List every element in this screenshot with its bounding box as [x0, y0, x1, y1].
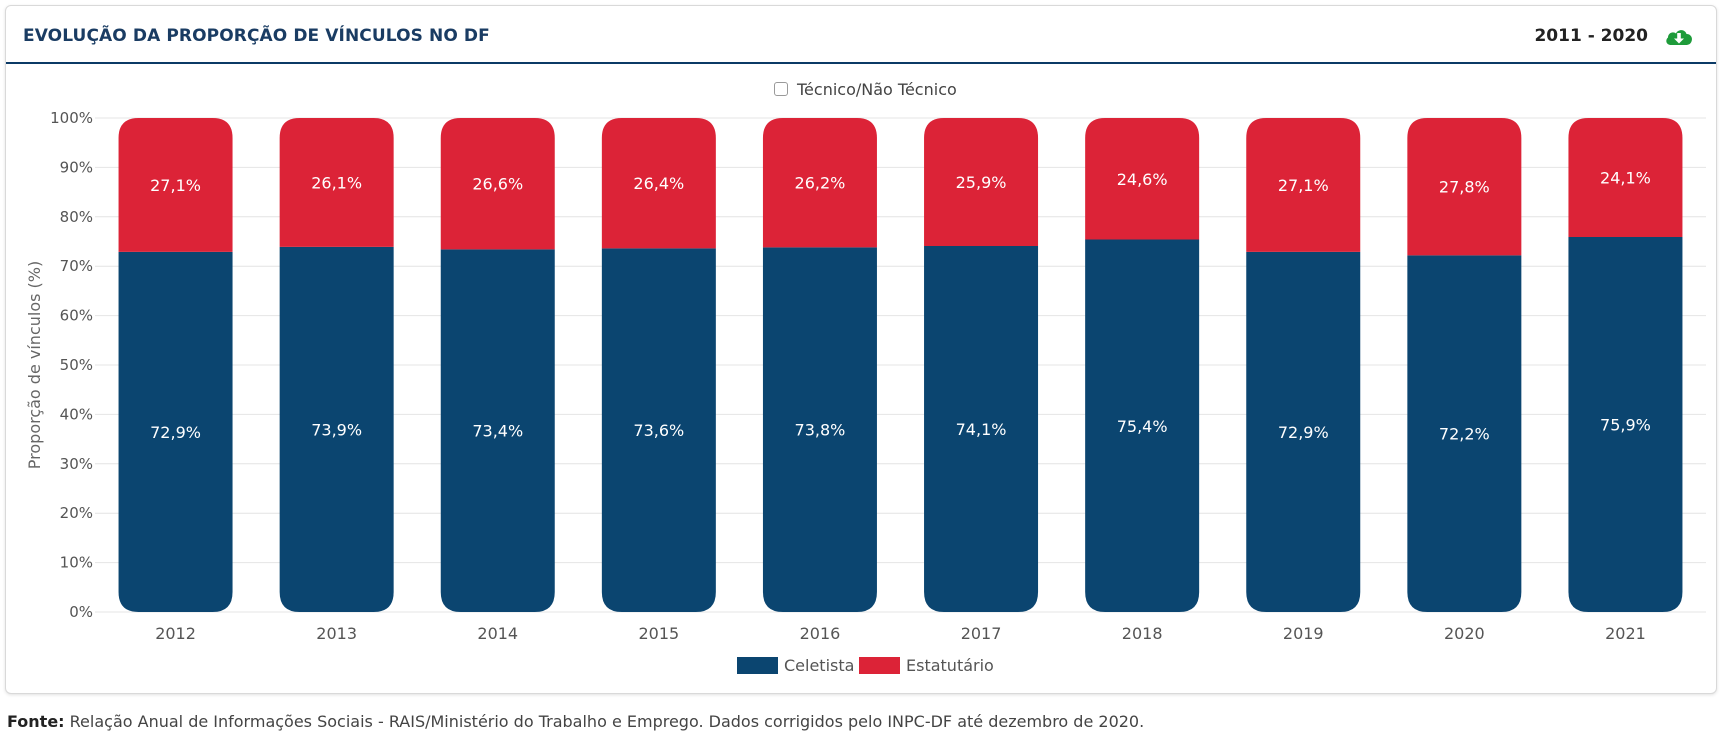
bar-estatutario: [1407, 118, 1522, 256]
data-label: 73,6%: [633, 421, 684, 440]
y-axis-label: Proporção de vínculos (%): [25, 261, 44, 469]
y-tick-label: 70%: [60, 257, 93, 275]
data-label: 26,6%: [472, 175, 523, 194]
x-tick-label: 2020: [1444, 624, 1485, 643]
data-label: 26,4%: [633, 174, 684, 193]
bar-estatutario: [1085, 118, 1200, 240]
y-tick-label: 30%: [60, 455, 93, 473]
data-label: 72,2%: [1439, 425, 1490, 444]
chart-title: EVOLUÇÃO DA PROPORÇÃO DE VÍNCULOS NO DF: [23, 26, 490, 46]
x-tick-label: 2016: [800, 624, 841, 643]
data-label: 73,9%: [311, 420, 362, 439]
data-label: 25,9%: [956, 173, 1007, 192]
bar-celetista: [440, 249, 555, 613]
bar-estatutario: [601, 118, 716, 249]
bar-estatutario: [118, 118, 233, 252]
bar-celetista: [762, 247, 877, 613]
y-tick-label: 60%: [60, 307, 93, 325]
data-label: 27,1%: [150, 176, 201, 195]
bar-estatutario: [440, 118, 555, 250]
x-tick-label: 2021: [1605, 624, 1646, 643]
data-label: 24,1%: [1600, 169, 1651, 188]
bar-celetista: [118, 251, 233, 612]
technical-toggle[interactable]: Técnico/Não Técnico: [774, 78, 957, 100]
stacked-bar-chart: 0% 10% 20% 30% 40% 50% 60% 70% 80% 90% 100% Proporç…: [25, 109, 1706, 675]
bar-celetista: [1085, 239, 1200, 613]
y-tick-label: 10%: [60, 554, 93, 572]
x-tick-label: 2012: [155, 624, 196, 643]
data-label: 24,6%: [1117, 170, 1168, 189]
y-tick-label: 40%: [60, 405, 93, 423]
source-text: Relação Anual de Informações Sociais - R…: [69, 712, 1145, 731]
x-tick-label: 2019: [1283, 624, 1324, 643]
x-tick-label: 2013: [316, 624, 357, 643]
card-header: EVOLUÇÃO DA PROPORÇÃO DE VÍNCULOS NO DF …: [6, 6, 1716, 64]
bar-estatutario: [1568, 118, 1683, 238]
data-label: 27,1%: [1278, 176, 1329, 195]
bar-estatutario: [762, 118, 877, 248]
bar-celetista: [1407, 255, 1522, 612]
legend-swatch: [859, 657, 900, 674]
data-label: 73,8%: [795, 421, 846, 440]
x-tick-label: 2018: [1122, 624, 1163, 643]
data-label: 26,2%: [795, 174, 846, 193]
period-label: 2011 - 2020: [1534, 26, 1648, 46]
bar-estatutario: [279, 118, 394, 247]
bar-estatutario: [924, 118, 1039, 246]
legend-swatch: [737, 657, 778, 674]
y-tick-label: 80%: [60, 208, 93, 226]
bar-celetista: [924, 245, 1039, 613]
x-tick-label: 2015: [638, 624, 679, 643]
y-tick-label: 0%: [69, 603, 93, 621]
data-label: 27,8%: [1439, 178, 1490, 197]
source-label: Fonte:: [7, 712, 65, 731]
data-label: 75,9%: [1600, 416, 1651, 435]
y-tick-label: 100%: [50, 109, 93, 127]
bar-celetista: [1568, 237, 1683, 612]
x-tick-label: 2014: [477, 624, 518, 643]
x-tick-label: 2017: [961, 624, 1002, 643]
cloud-download-icon[interactable]: [1664, 25, 1694, 49]
legend-label: Celetista: [784, 656, 854, 675]
y-tick-label: 90%: [60, 158, 93, 176]
data-label: 73,4%: [472, 422, 523, 441]
y-tick-label: 20%: [60, 504, 93, 522]
y-tick-label: 50%: [60, 356, 93, 374]
bar-celetista: [1246, 251, 1361, 612]
bar-estatutario: [1246, 118, 1361, 252]
data-label: 72,9%: [150, 423, 201, 442]
data-label: 26,1%: [311, 173, 362, 192]
technical-checkbox[interactable]: [774, 82, 788, 96]
source-footer: Fonte: Relação Anual de Informações Soci…: [7, 712, 1144, 731]
data-label: 75,4%: [1117, 417, 1168, 436]
legend-label: Estatutário: [906, 656, 994, 675]
technical-toggle-label: Técnico/Não Técnico: [797, 79, 957, 99]
bar-celetista: [601, 248, 716, 612]
data-label: 74,1%: [956, 420, 1007, 439]
data-label: 72,9%: [1278, 423, 1329, 442]
bar-celetista: [279, 246, 394, 612]
